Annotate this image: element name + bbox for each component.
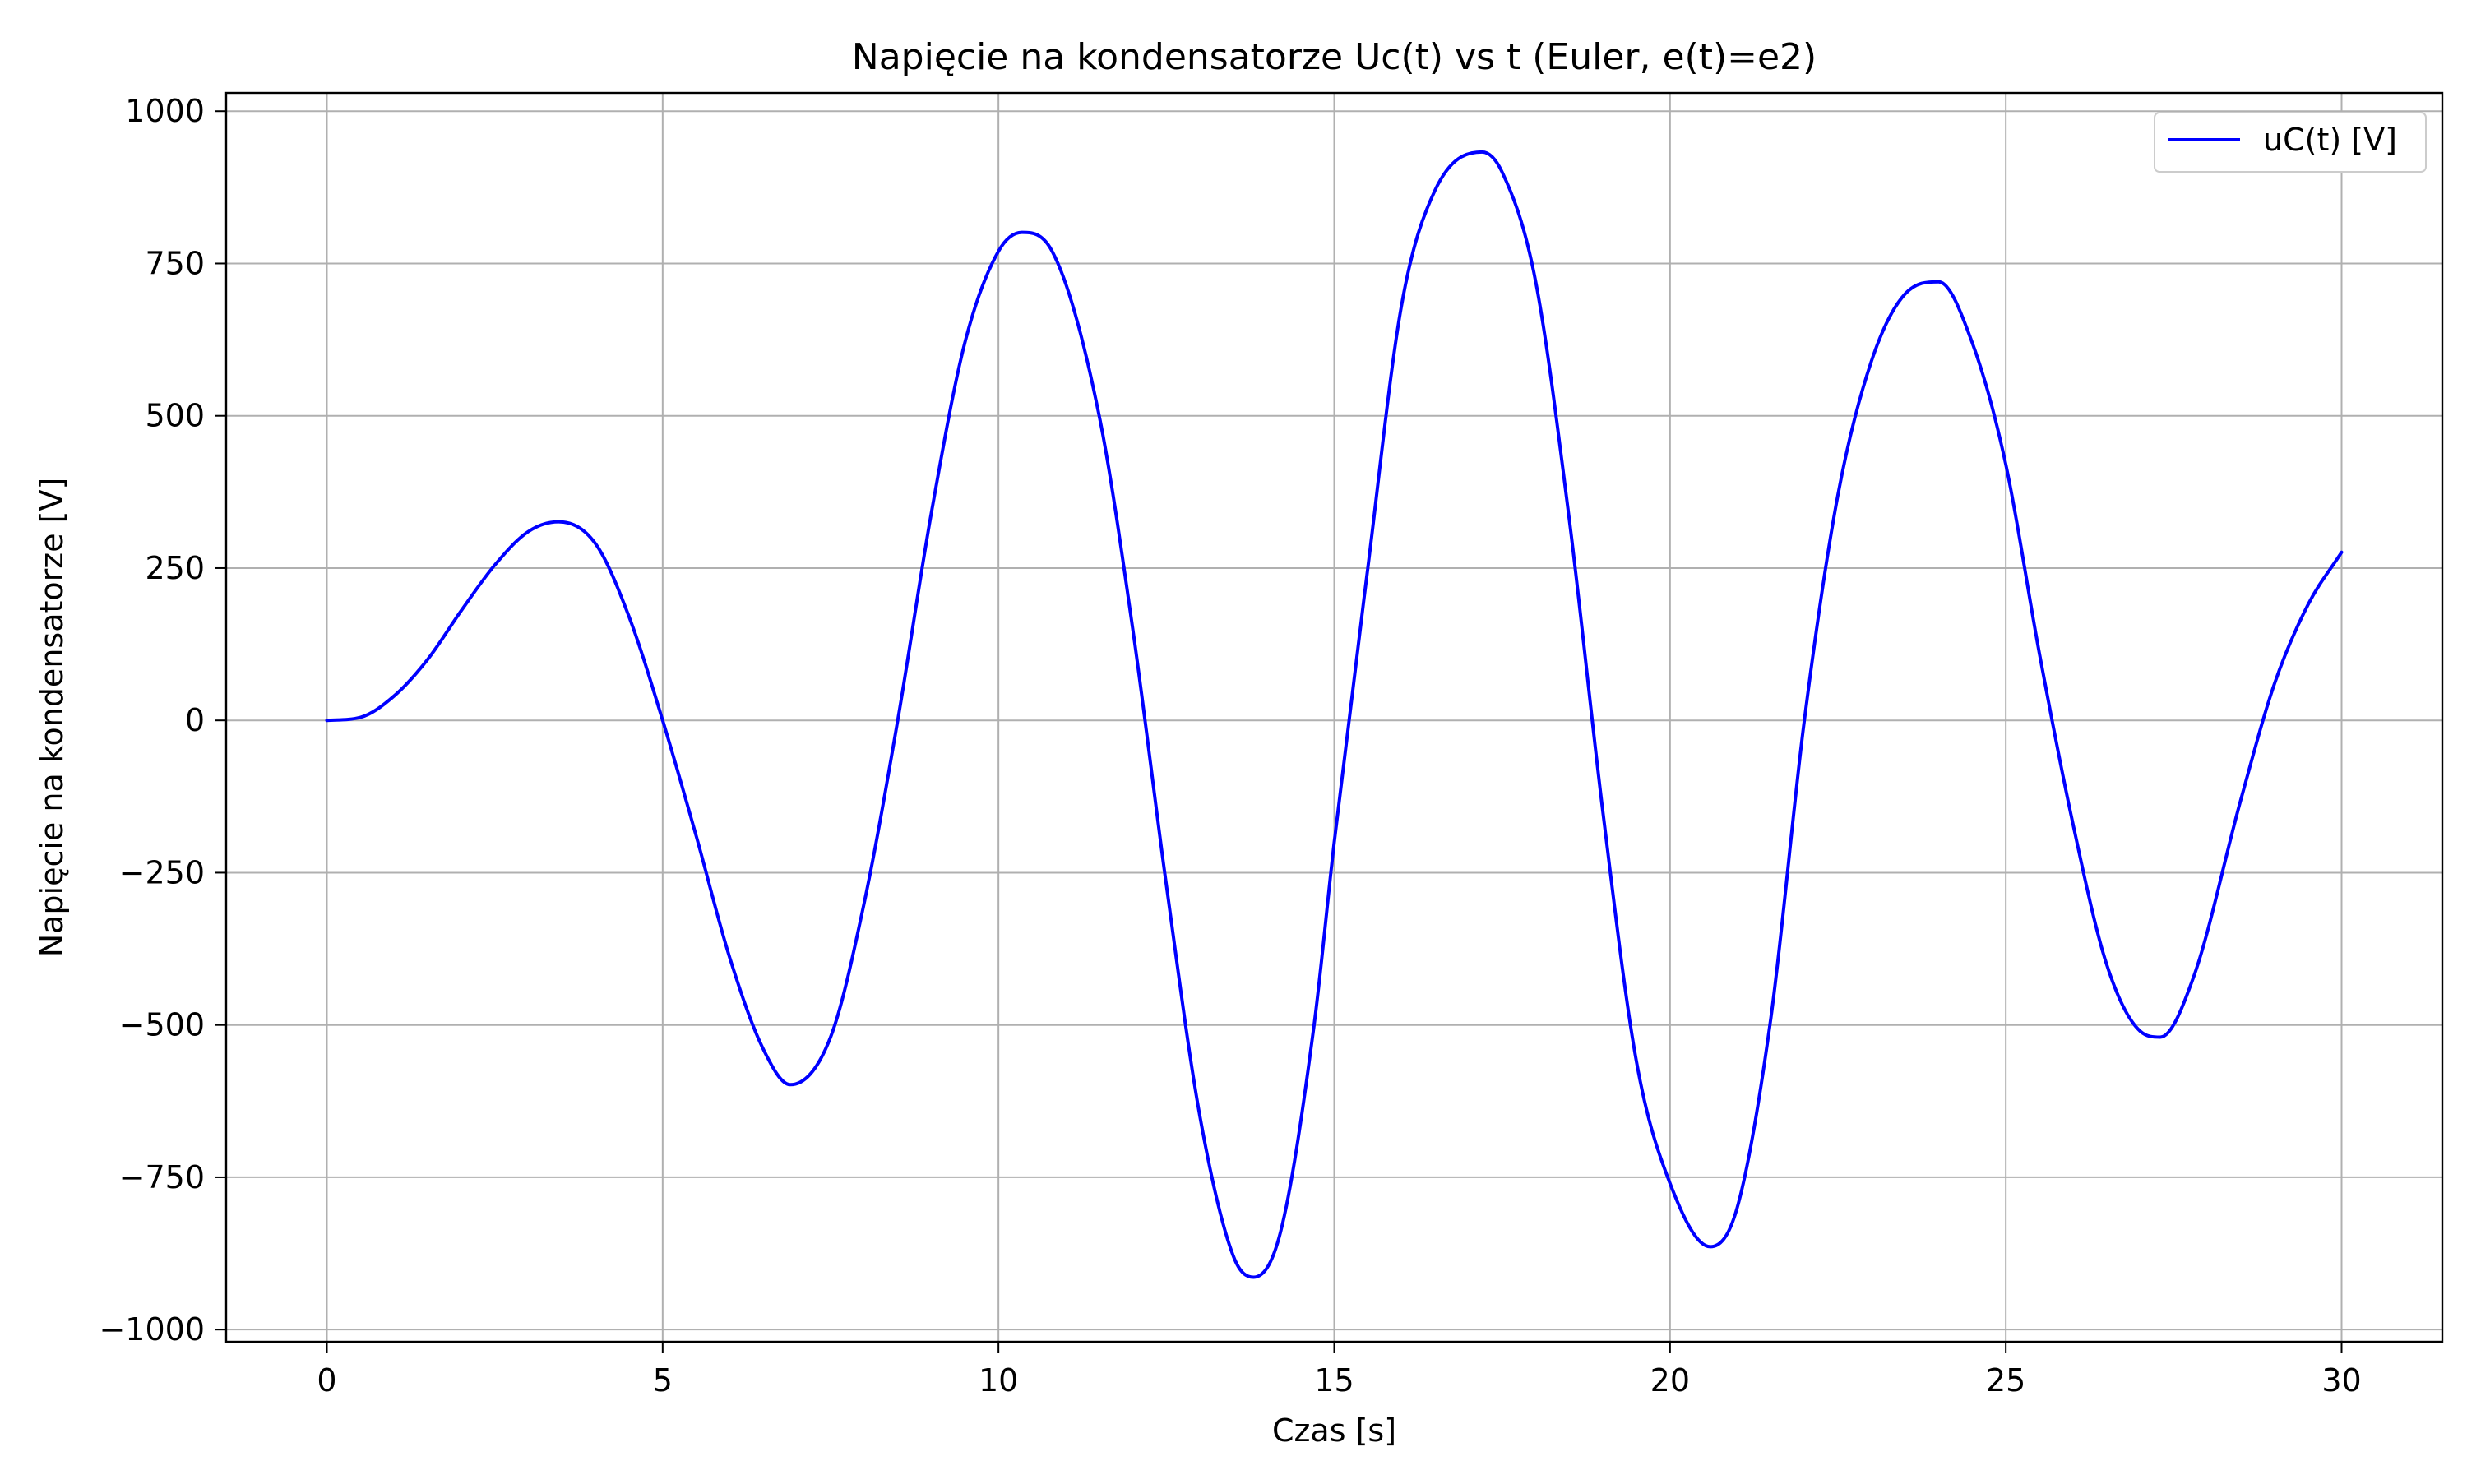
y-tick-label: 500 (145, 398, 205, 434)
chart-title: Napięcie na kondensatorze Uc(t) vs t (Eu… (852, 36, 1817, 78)
y-tick-label: −750 (119, 1159, 205, 1195)
x-axis-label: Czas [s] (1272, 1412, 1396, 1449)
legend-box (2154, 112, 2427, 173)
y-tick-label: −500 (119, 1007, 205, 1043)
x-tick-label: 20 (1650, 1362, 1690, 1398)
x-tick-label: 10 (979, 1362, 1018, 1398)
y-axis-label: Napięcie na kondensatorze [V] (34, 478, 70, 958)
x-tick-label: 0 (317, 1362, 336, 1398)
x-tick-label: 25 (1986, 1362, 2025, 1398)
y-tick-label: 0 (185, 702, 205, 738)
ticks: 0 5 10 15 20 25 30 −1000 −750 −500 −250 0 250 500 750 1… (99, 93, 2361, 1398)
x-tick-label: 30 (2321, 1362, 2361, 1398)
y-tick-label: 250 (145, 550, 205, 586)
series-layer (325, 150, 2344, 1279)
y-tick-label: 750 (145, 245, 205, 281)
y-tick-label: −250 (119, 854, 205, 890)
legend-label: uC(t) [V] (2263, 122, 2397, 158)
legend: uC(t) [V] (2154, 112, 2427, 173)
y-tick-label: 1000 (125, 93, 205, 129)
y-tick-label: −1000 (99, 1311, 205, 1348)
series-line (325, 150, 2344, 1279)
grid (226, 93, 2442, 1342)
x-tick-label: 5 (653, 1362, 673, 1398)
x-tick-label: 15 (1314, 1362, 1354, 1398)
